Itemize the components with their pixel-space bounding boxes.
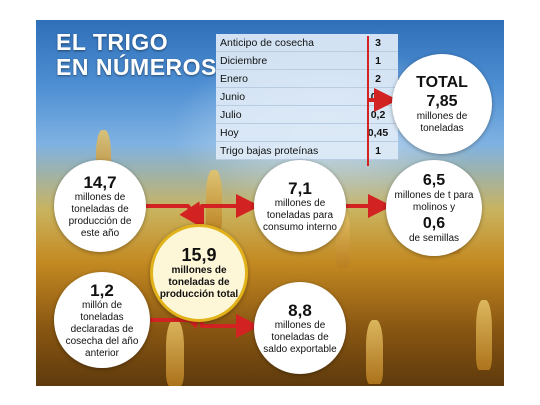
domestic-consumption-circle: 7,1 millones de toneladas para consumo i… <box>254 160 346 252</box>
domestic-consumption-text: millones de toneladas para consumo inter… <box>263 197 337 233</box>
table-row-label: Julio <box>216 105 358 124</box>
table-row: Anticipo de cosecha 3 <box>216 34 398 52</box>
table-divider-line <box>367 36 369 166</box>
mills-seeds-circle: 6,5 millones de t para molinos y 0,6 de … <box>386 160 482 256</box>
table-row-label: Trigo bajas proteínas <box>216 141 358 160</box>
total-heading: TOTAL <box>416 74 468 91</box>
total-production-value: 15,9 <box>181 245 217 265</box>
headline: EL TRIGO EN NÚMEROS <box>56 30 217 80</box>
total-production-circle: 15,9 millones de toneladas de producción… <box>150 224 248 322</box>
arrow-total-prod-to-consumo <box>200 194 260 224</box>
headline-line-1: EL TRIGO <box>56 29 169 55</box>
wheat-ear-decoration <box>206 170 222 232</box>
exportable-balance-circle: 8,8 millones de toneladas de saldo expor… <box>254 282 346 374</box>
seeds-text: de semillas <box>408 233 460 244</box>
exportable-balance-text: millones de toneladas de saldo exportabl… <box>263 319 337 355</box>
wheat-ear-decoration <box>366 320 383 384</box>
wheat-ear-decoration <box>476 300 492 370</box>
total-value: 7,85 <box>426 93 458 110</box>
total-production-text: millones de toneladas de producción tota… <box>159 265 239 300</box>
mills-value: 6,5 <box>422 172 446 189</box>
table-row-label: Enero <box>216 69 358 88</box>
mills-text: millones de t para molinos y <box>394 190 474 213</box>
total-unit: millones de toneladas <box>416 111 468 134</box>
table-row-label: Junio <box>216 87 358 106</box>
arrow-produccion-to-total-prod <box>146 201 203 228</box>
seeds-value: 0,6 <box>422 215 446 232</box>
previous-harvest-circle: 1,2 millón de toneladas declaradas de co… <box>54 272 150 368</box>
domestic-consumption-value: 7,1 <box>288 178 312 198</box>
table-row-label: Hoy <box>216 123 358 142</box>
headline-line-2: EN NÚMEROS <box>56 54 217 80</box>
total-circle: TOTAL 7,85 millones de toneladas <box>392 54 492 154</box>
exportable-balance-value: 8,8 <box>288 300 312 320</box>
previous-harvest-value: 1,2 <box>90 280 114 300</box>
wheat-ear-decoration <box>166 320 184 386</box>
wheat-field-background: EL TRIGO EN NÚMEROS Anticipo de cosecha … <box>36 20 504 386</box>
production-circle: 14,7 millones de toneladas de producción… <box>54 160 146 252</box>
table-row: Trigo bajas proteínas 1 <box>216 141 398 160</box>
production-text: millones de toneladas de producción de e… <box>68 191 132 239</box>
previous-harvest-text: millón de toneladas declaradas de cosech… <box>65 299 139 359</box>
table-row-label: Diciembre <box>216 51 358 70</box>
table-row-label: Anticipo de cosecha <box>216 34 358 52</box>
production-value: 14,7 <box>83 172 117 192</box>
